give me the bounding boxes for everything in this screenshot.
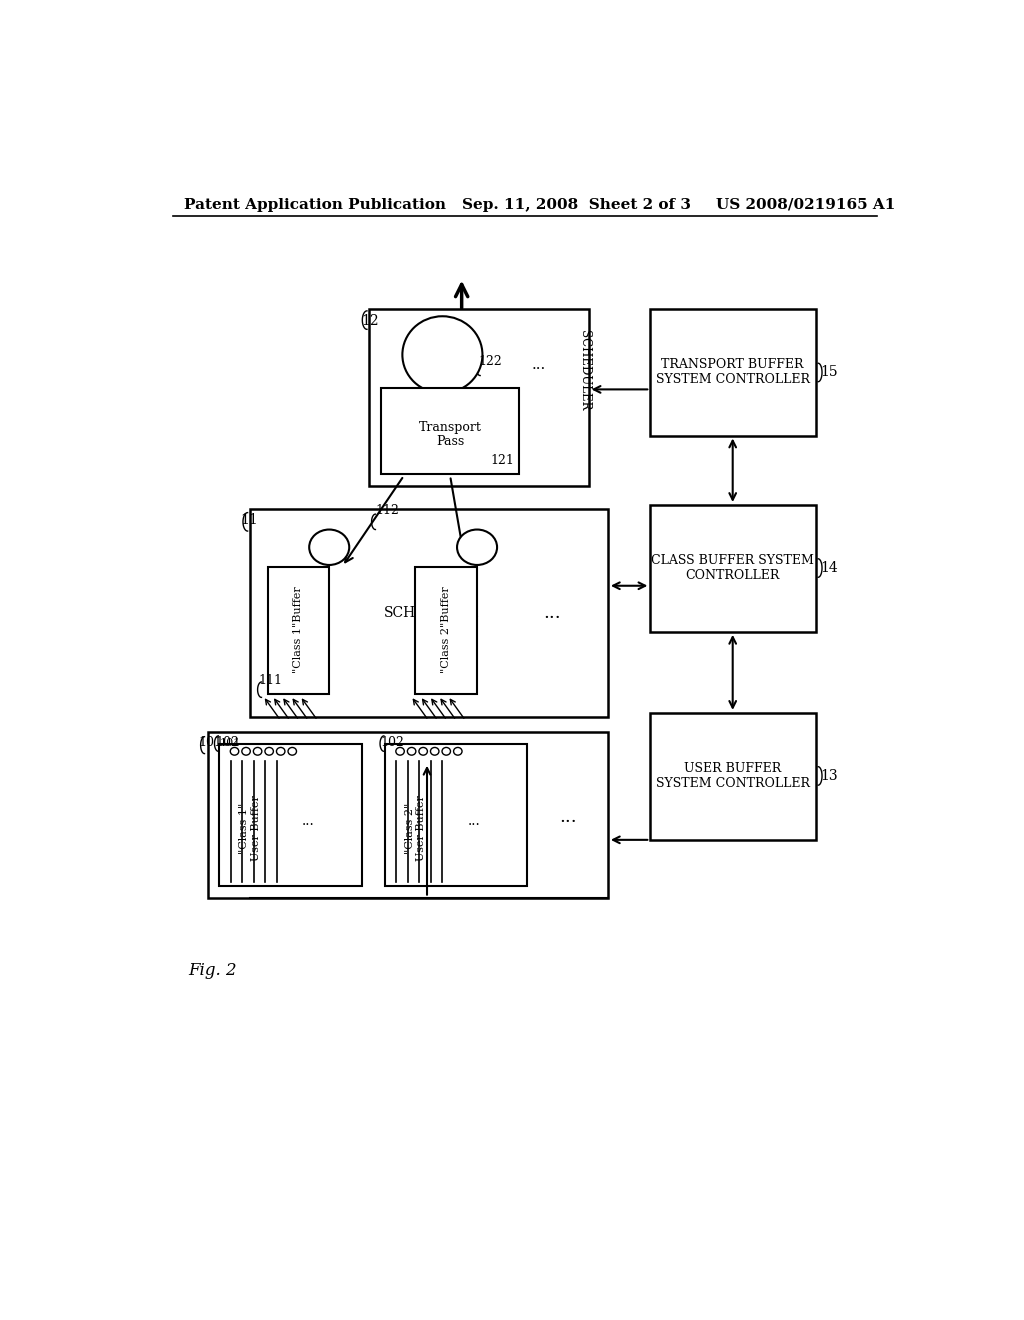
Ellipse shape — [242, 747, 250, 755]
Ellipse shape — [288, 747, 297, 755]
Ellipse shape — [454, 747, 462, 755]
Bar — [416, 566, 477, 693]
Text: USER BUFFER
SYSTEM CONTROLLER: USER BUFFER SYSTEM CONTROLLER — [655, 762, 810, 789]
Text: "Class 1"Buffer: "Class 1"Buffer — [294, 586, 303, 673]
Text: 13: 13 — [820, 770, 838, 783]
Text: 14: 14 — [820, 561, 839, 576]
Text: ...: ... — [544, 603, 561, 622]
Text: Fig. 2: Fig. 2 — [188, 961, 237, 978]
Bar — [385, 743, 527, 886]
Ellipse shape — [396, 747, 404, 755]
Text: 15: 15 — [820, 366, 838, 379]
Ellipse shape — [442, 747, 451, 755]
Text: Transport: Transport — [419, 421, 481, 434]
Ellipse shape — [457, 529, 497, 565]
Text: 102: 102 — [215, 737, 240, 748]
Text: 101: 101 — [220, 738, 242, 748]
Bar — [370, 309, 589, 486]
Ellipse shape — [276, 747, 285, 755]
Text: Patent Application Publication: Patent Application Publication — [184, 198, 446, 211]
Bar — [267, 566, 330, 693]
Text: SCHEDULER: SCHEDULER — [579, 330, 592, 411]
Text: ...: ... — [468, 813, 480, 828]
Text: "Class 2"Buffer: "Class 2"Buffer — [441, 586, 452, 673]
Bar — [650, 506, 816, 632]
Text: 101: 101 — [199, 737, 222, 748]
Text: "Class 2"
User Buffer: "Class 2" User Buffer — [404, 796, 426, 861]
Text: ...: ... — [531, 358, 546, 372]
Bar — [650, 309, 816, 436]
Ellipse shape — [265, 747, 273, 755]
Text: 122: 122 — [478, 355, 503, 368]
Ellipse shape — [309, 529, 349, 565]
Ellipse shape — [230, 747, 239, 755]
Text: 112: 112 — [376, 504, 399, 517]
Text: US 2008/0219165 A1: US 2008/0219165 A1 — [716, 198, 895, 211]
Text: 11: 11 — [241, 513, 258, 528]
Text: Sep. 11, 2008  Sheet 2 of 3: Sep. 11, 2008 Sheet 2 of 3 — [462, 198, 690, 211]
Bar — [250, 508, 608, 717]
Bar — [208, 733, 608, 898]
Bar — [219, 743, 361, 886]
Text: Pass: Pass — [436, 436, 464, 449]
Text: 121: 121 — [490, 454, 515, 467]
Ellipse shape — [402, 317, 482, 393]
Ellipse shape — [430, 747, 439, 755]
Text: 12: 12 — [361, 314, 379, 327]
Bar — [650, 713, 816, 840]
Text: CLASS BUFFER SYSTEM
CONTROLLER: CLASS BUFFER SYSTEM CONTROLLER — [651, 554, 814, 582]
Ellipse shape — [408, 747, 416, 755]
Text: ...: ... — [301, 813, 314, 828]
Ellipse shape — [253, 747, 262, 755]
Text: SCHEDULER: SCHEDULER — [383, 606, 478, 619]
Text: 102: 102 — [381, 737, 404, 748]
Text: ...: ... — [559, 808, 577, 826]
Bar — [381, 388, 519, 474]
Text: 111: 111 — [258, 675, 283, 688]
Text: "Class 1"
User Buffer: "Class 1" User Buffer — [240, 796, 261, 861]
Ellipse shape — [419, 747, 427, 755]
Text: TRANSPORT BUFFER
SYSTEM CONTROLLER: TRANSPORT BUFFER SYSTEM CONTROLLER — [655, 358, 810, 385]
